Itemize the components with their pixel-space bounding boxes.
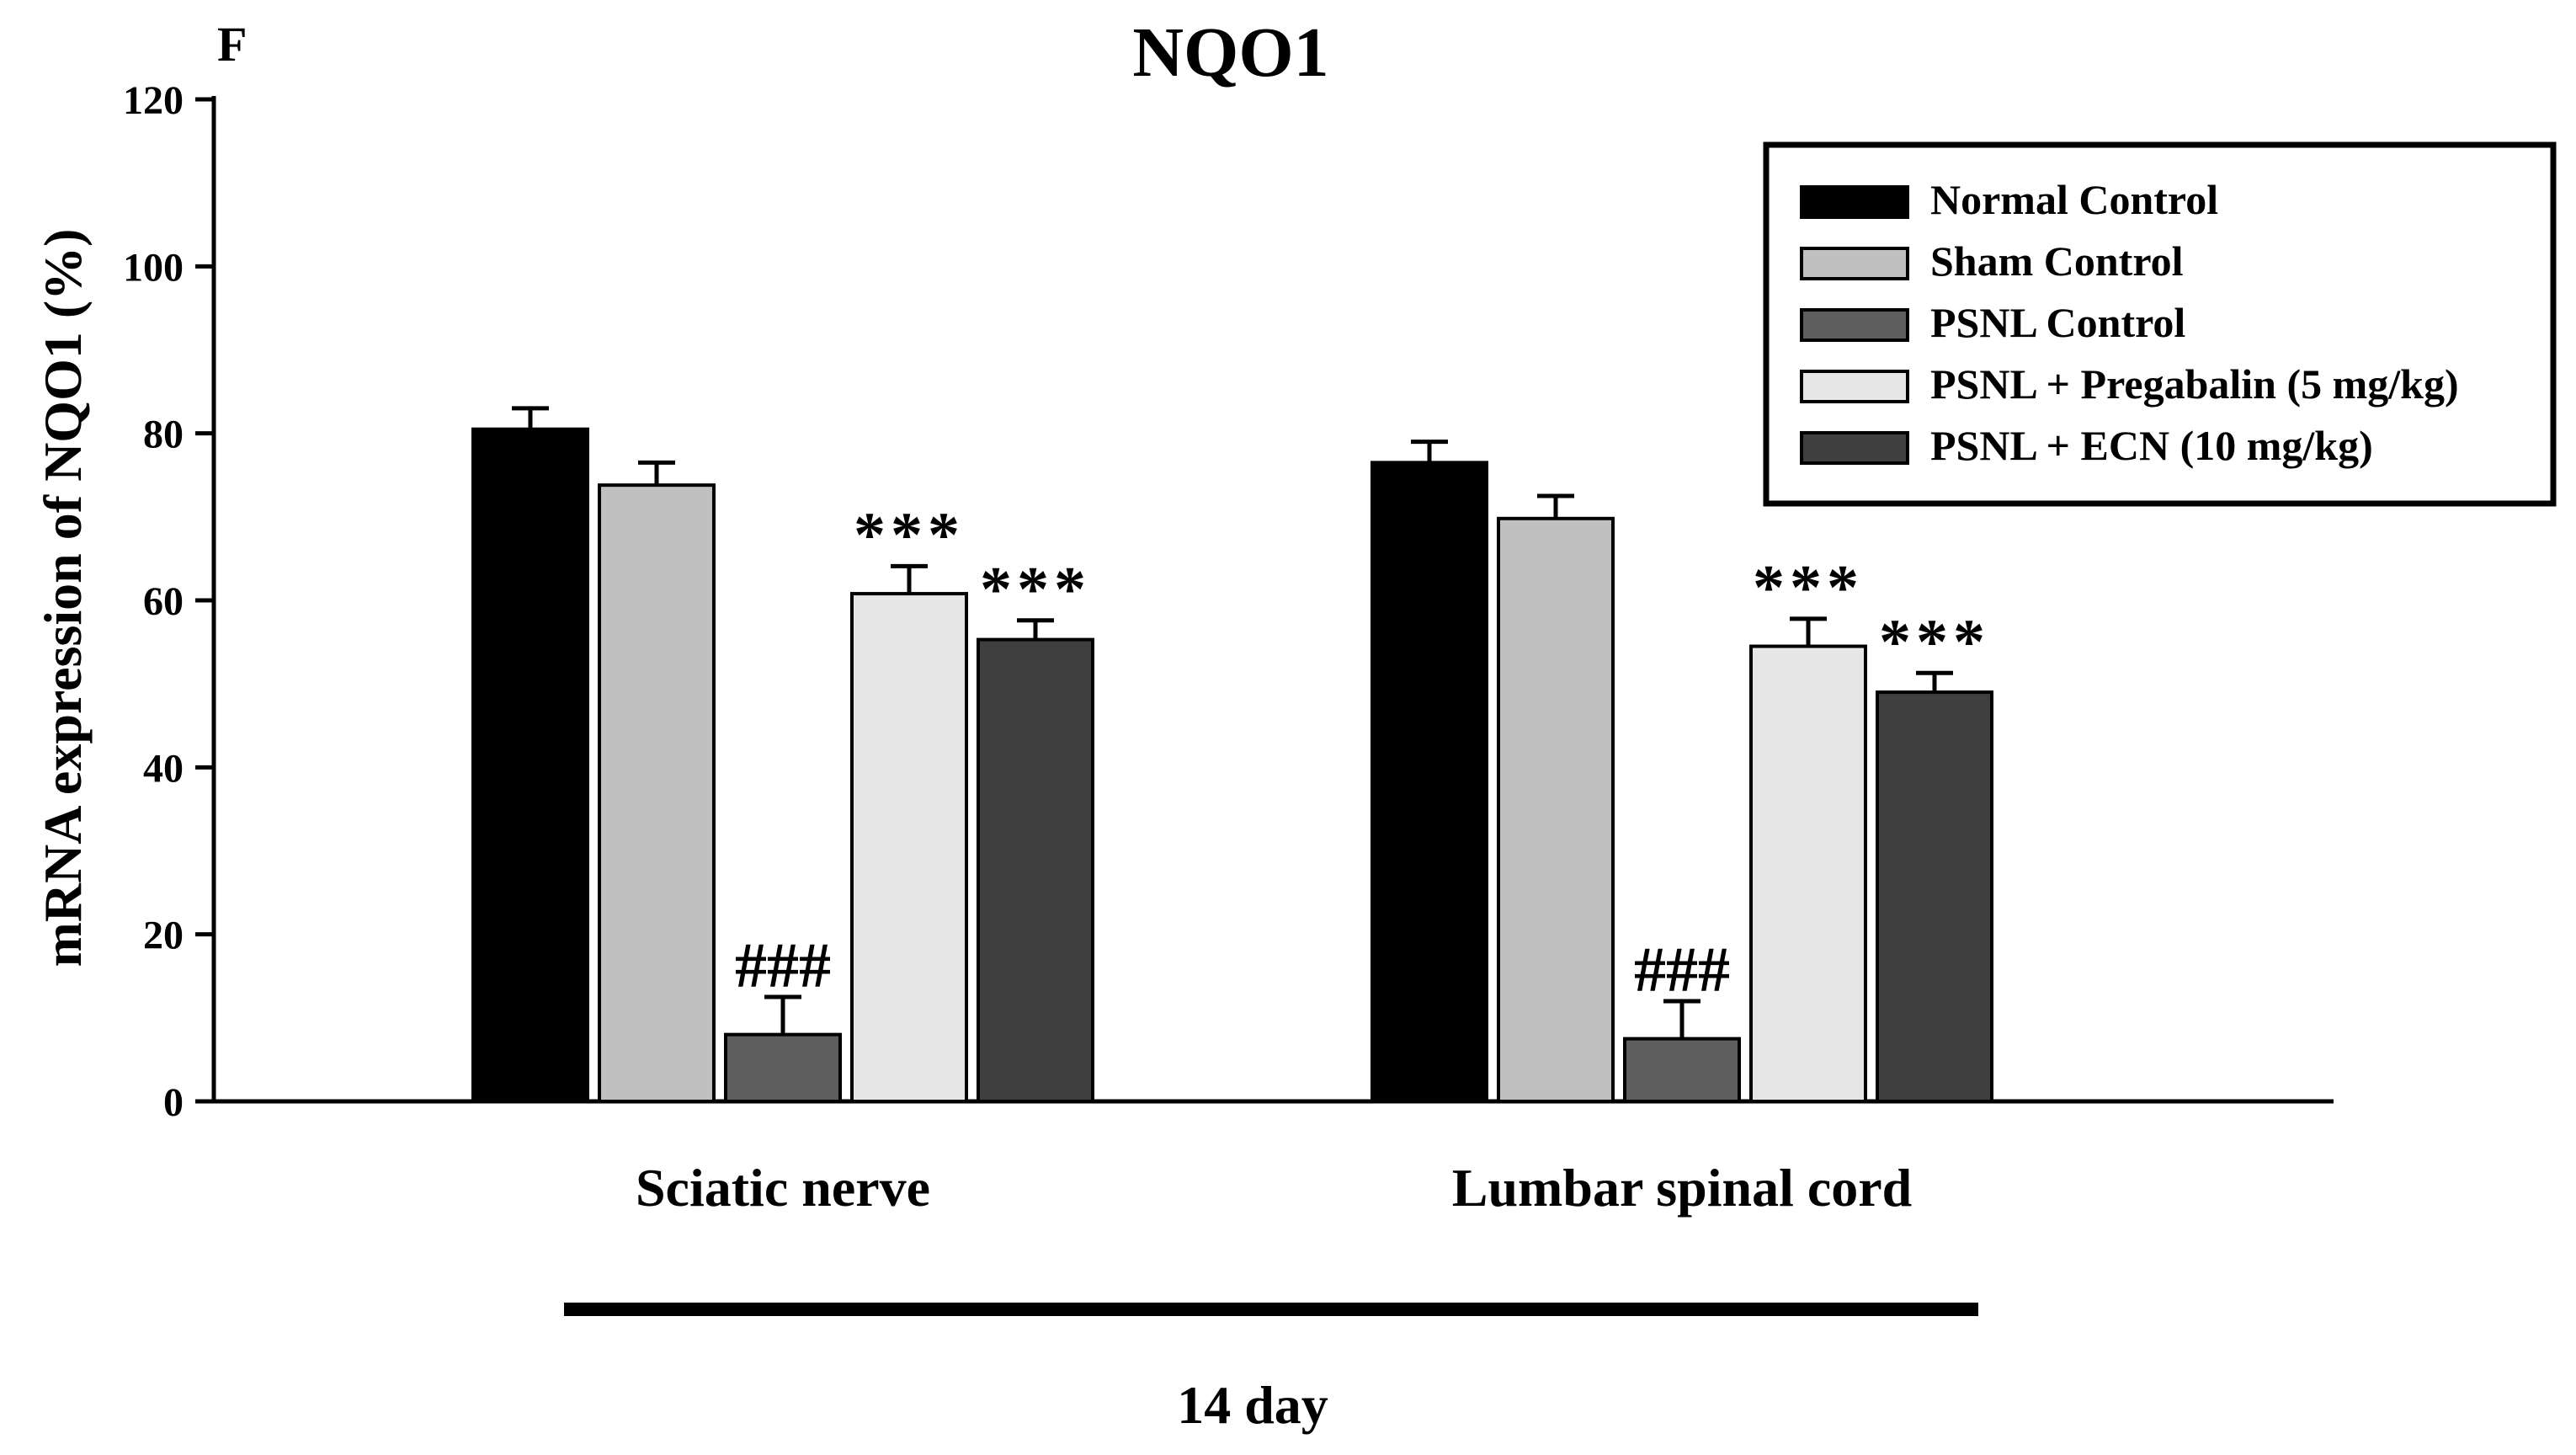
chart-title: NQO1 xyxy=(1132,13,1328,92)
bar xyxy=(1876,690,1993,1103)
significance-label: *** xyxy=(854,499,965,570)
significance-label: ### xyxy=(1634,935,1730,1005)
legend-label: Normal Control xyxy=(1930,176,2218,223)
legend-swatch xyxy=(1800,431,1909,465)
y-tick-label: 120 xyxy=(123,78,184,123)
y-tick-label: 20 xyxy=(143,914,184,958)
legend-label: PSNL + ECN (10 mg/kg) xyxy=(1930,422,2373,469)
bar xyxy=(1749,644,1867,1103)
x-category-label: Sciatic nerve xyxy=(636,1158,930,1218)
significance-label: *** xyxy=(1753,552,1864,623)
bar xyxy=(471,427,589,1104)
y-tick-label: 0 xyxy=(163,1080,184,1125)
bar xyxy=(598,483,716,1103)
y-tick-label: 40 xyxy=(143,746,184,791)
bar xyxy=(977,637,1094,1103)
y-axis-title: mRNA expression of NQO1 (%) xyxy=(33,229,93,967)
y-tick-label: 60 xyxy=(143,579,184,624)
panel-label: F xyxy=(217,17,247,72)
bar xyxy=(1497,516,1615,1103)
legend-swatch xyxy=(1800,308,1909,342)
bar xyxy=(1623,1037,1741,1103)
bar xyxy=(1370,461,1488,1103)
legend-swatch xyxy=(1800,247,1909,280)
bar xyxy=(724,1032,842,1103)
legend-label: Sham Control xyxy=(1930,237,2184,285)
legend-label: PSNL + Pregabalin (5 mg/kg) xyxy=(1930,360,2459,408)
y-tick-label: 80 xyxy=(143,413,184,457)
legend: Normal Control Sham Control PSNL Control PS… xyxy=(1763,141,2557,507)
x-axis-title: 14 day xyxy=(1177,1375,1328,1435)
x-category-label: Lumbar spinal cord xyxy=(1452,1158,1913,1218)
significance-label: *** xyxy=(1879,606,1990,677)
significance-label: *** xyxy=(980,554,1091,625)
significance-label: ### xyxy=(735,930,831,1001)
legend-swatch xyxy=(1800,370,1909,403)
legend-swatch xyxy=(1800,185,1909,219)
y-tick-label: 100 xyxy=(123,245,184,290)
legend-label: PSNL Control xyxy=(1930,299,2185,346)
bar xyxy=(850,592,968,1103)
